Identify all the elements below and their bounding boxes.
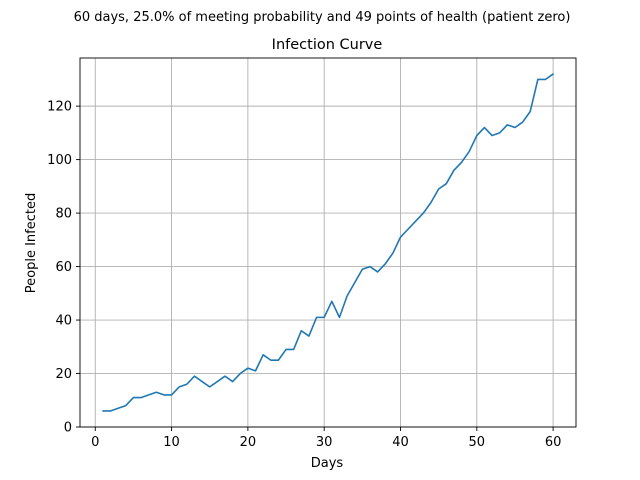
x-tick-label: 0 — [91, 435, 99, 450]
y-gridlines — [80, 105, 576, 428]
x-tick-label: 20 — [240, 435, 257, 450]
x-tick-label: 60 — [545, 435, 562, 450]
y-tick-label: 20 — [55, 367, 72, 382]
y-axis-label: People Infected — [24, 193, 39, 293]
chart-title: Infection Curve — [272, 37, 383, 53]
x-axis-ticks: 0 10 20 30 40 50 60 — [91, 427, 561, 450]
x-gridlines — [94, 58, 554, 427]
y-tick-label: 120 — [47, 100, 72, 115]
x-tick-label: 50 — [469, 435, 486, 450]
x-axis-label: Days — [311, 456, 344, 471]
y-tick-label: 80 — [55, 207, 72, 222]
x-tick-label: 10 — [163, 435, 180, 450]
x-tick-label: 40 — [392, 435, 409, 450]
y-tick-label: 100 — [47, 153, 72, 168]
y-axis-ticks: 0 20 40 60 80 100 120 — [47, 100, 80, 436]
chart-suptitle: 60 days, 25.0% of meeting probability an… — [74, 10, 571, 25]
y-tick-label: 40 — [55, 314, 72, 329]
x-tick-label: 30 — [316, 435, 333, 450]
axes-frame — [79, 57, 577, 428]
infection-series-line — [102, 73, 554, 412]
y-tick-label: 0 — [64, 421, 72, 436]
y-tick-label: 60 — [55, 260, 72, 275]
